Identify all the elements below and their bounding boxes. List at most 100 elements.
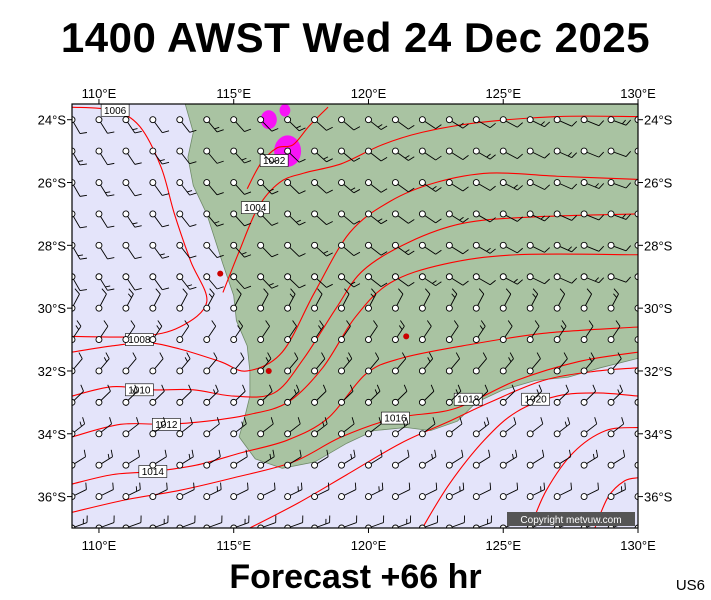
isobar-line bbox=[222, 115, 638, 293]
lat-tick-label-left: 36°S bbox=[38, 490, 67, 505]
wind-barb bbox=[634, 241, 638, 249]
wind-barb bbox=[418, 384, 435, 406]
wind-barb bbox=[203, 147, 224, 164]
wind-barb bbox=[230, 352, 245, 375]
wind-barb bbox=[553, 116, 578, 127]
wind-barb bbox=[472, 116, 496, 129]
wind-barb bbox=[445, 482, 465, 501]
wind-barb bbox=[391, 179, 415, 193]
wind-barb bbox=[284, 384, 300, 406]
lon-tick-label-top: 125°E bbox=[485, 86, 521, 101]
wind-barb bbox=[499, 320, 513, 344]
lat-tick-label-left: 34°S bbox=[38, 427, 67, 442]
wind-barb bbox=[580, 147, 605, 158]
wind-barb bbox=[176, 116, 197, 133]
isobar-label: 1020 bbox=[521, 392, 550, 406]
wind-barb bbox=[72, 320, 82, 344]
wind-barb bbox=[122, 417, 139, 438]
wind-barb bbox=[122, 273, 142, 291]
wind-barb bbox=[365, 210, 388, 225]
wind-barb bbox=[472, 320, 486, 344]
wind-barb bbox=[580, 449, 599, 469]
wind-barb bbox=[526, 449, 545, 469]
wind-barb bbox=[418, 241, 442, 255]
wind-barb bbox=[391, 482, 411, 501]
wind-barb bbox=[526, 417, 544, 438]
wind-barb bbox=[95, 384, 111, 406]
wind-barb bbox=[338, 515, 358, 528]
wind-barb bbox=[391, 384, 408, 406]
wind-barb bbox=[553, 179, 578, 190]
copyright-badge: Copyright metvuw.com bbox=[507, 512, 635, 526]
wind-barb bbox=[445, 273, 469, 286]
wind-barb bbox=[72, 515, 88, 528]
wind-barb bbox=[257, 482, 276, 501]
wind-barb bbox=[230, 515, 250, 528]
wind-barb bbox=[472, 210, 496, 223]
wind-barb bbox=[230, 288, 242, 312]
wind-barb bbox=[95, 273, 115, 291]
wind-barb bbox=[634, 493, 638, 501]
wind-barb bbox=[418, 147, 442, 161]
wind-barb bbox=[311, 384, 327, 406]
wind-barb bbox=[230, 147, 252, 164]
map-frame bbox=[71, 103, 639, 529]
wind-barb bbox=[311, 116, 333, 131]
rain-cell bbox=[279, 104, 291, 117]
wind-barb bbox=[472, 179, 496, 191]
wind-barb bbox=[365, 515, 385, 528]
wind-barb bbox=[230, 482, 249, 501]
wind-barb bbox=[472, 482, 492, 501]
wind-barb bbox=[284, 210, 306, 226]
wind-barb bbox=[257, 288, 269, 312]
wind-barb bbox=[580, 417, 598, 438]
wind-barb bbox=[149, 179, 170, 196]
wind-barb bbox=[607, 320, 621, 344]
wind-barb bbox=[445, 352, 461, 375]
wind-barb bbox=[311, 288, 323, 312]
lat-tick-label-right: 34°S bbox=[644, 427, 673, 442]
isobar-label-text: 1016 bbox=[384, 414, 407, 425]
wind-barb bbox=[634, 210, 638, 218]
wind-barb bbox=[203, 449, 221, 469]
wind-barb bbox=[607, 482, 626, 501]
wind-barb bbox=[365, 273, 388, 287]
wind-barb bbox=[72, 352, 83, 375]
wind-barb bbox=[472, 384, 489, 406]
low-marker bbox=[217, 270, 224, 277]
wind-barb bbox=[634, 116, 638, 124]
wind-barb bbox=[418, 482, 438, 501]
wind-barb bbox=[203, 179, 224, 196]
wind-barb bbox=[580, 241, 605, 252]
wind-barb bbox=[72, 147, 87, 166]
wind-barb bbox=[176, 482, 195, 501]
wind-barb bbox=[365, 384, 381, 406]
wind-barb bbox=[607, 352, 622, 375]
wind-barb bbox=[499, 116, 523, 128]
wind-barb bbox=[391, 417, 409, 438]
wind-barb bbox=[122, 482, 141, 501]
wind-barb bbox=[95, 116, 115, 134]
wind-barb bbox=[338, 241, 361, 257]
wind-barb bbox=[95, 482, 114, 501]
wind-barb bbox=[499, 273, 523, 285]
wind-barb bbox=[418, 116, 442, 130]
wind-barb bbox=[499, 288, 512, 312]
wind-barb bbox=[72, 116, 87, 135]
wind-barb bbox=[634, 304, 638, 312]
low-marker bbox=[265, 367, 272, 374]
wind-barb bbox=[338, 147, 361, 162]
wind-barb bbox=[472, 417, 490, 438]
wind-barb bbox=[311, 147, 333, 163]
wind-barb bbox=[580, 288, 593, 312]
lat-tick-label-right: 32°S bbox=[644, 364, 673, 379]
wind-barb bbox=[149, 288, 161, 312]
wind-barb bbox=[526, 147, 551, 159]
wind-barb bbox=[257, 515, 277, 528]
isobar-line bbox=[246, 106, 329, 190]
wind-barb bbox=[526, 116, 551, 128]
wind-barb bbox=[284, 515, 304, 528]
wind-barb bbox=[526, 384, 543, 406]
wind-barb bbox=[553, 147, 578, 159]
